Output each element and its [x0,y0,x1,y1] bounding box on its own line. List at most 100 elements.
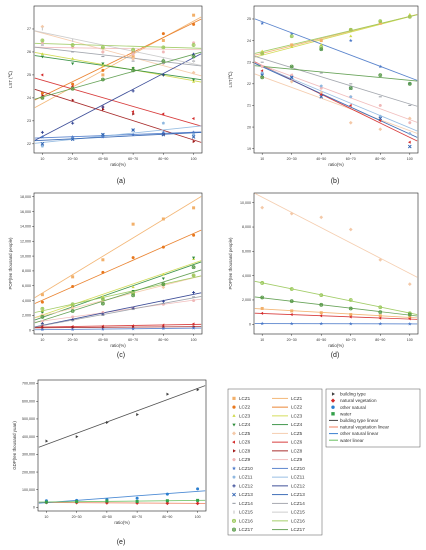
data-point-lcz15 [162,57,164,61]
data-point-lcz11 [192,132,196,136]
legend-label: LCZ13 [239,492,253,497]
data-point-lcz10 [378,321,383,326]
data-point-lcz1 [192,206,196,210]
legend-line-label: LCZ14 [291,501,305,506]
y-tick-label: 25 [247,17,251,21]
y-tick-label: 25 [27,73,31,77]
legend-label: building type [340,392,366,397]
chart-panel-b: 19 20 21 22 23 24 25 10 20~30 40~50 60~70 80~90 100 r… [228,5,419,185]
legend-label: LCZ1 [239,396,251,401]
legend-marker-lcz10 [232,466,236,471]
panel-caption: (c) [117,352,125,359]
fit-line-lcz9 [34,298,202,323]
data-point-lcz16 [319,293,324,298]
fit-line-lcz12 [34,53,202,141]
y-tick-label: 20 [247,125,251,129]
data-point-lcz9 [131,52,135,56]
data-point-lcz16 [289,287,294,291]
legend-label: LCZ6 [239,440,251,445]
fit-line-lcz16 [34,42,202,49]
data-point-natural-vegetation [165,501,170,506]
x-tick-label: 40~50 [102,515,112,519]
legend-marker-lcz5 [232,431,236,436]
data-point-lcz13 [407,144,412,149]
data-point-lcz10 [191,326,196,330]
data-point-lcz13 [70,137,75,142]
data-point-lcz6 [40,73,44,77]
data-point-lcz2 [71,285,75,289]
data-point-lcz10 [40,327,45,332]
data-point-lcz14 [71,51,75,53]
data-point-lcz3 [260,49,264,53]
legend-label: LCZ2 [239,405,251,410]
fit-line-lcz4 [34,261,202,321]
legend-marker-natural-vegetation [330,398,336,403]
fit-line-lcz2 [34,18,202,101]
x-tick-label: 100 [191,338,197,342]
data-point-natural-vegetation [195,501,200,506]
x-axis-label: ratio(%) [328,343,344,348]
legend-line-label: LCZ5 [291,431,303,436]
data-point-building-type [196,388,200,392]
data-point-lcz6 [319,314,323,318]
data-point-lcz17 [407,81,412,86]
data-point-lcz15 [72,38,74,42]
x-tick-label: 100 [407,338,413,342]
data-point-lcz13 [289,75,294,80]
y-axis-label: LST(℃) [228,71,233,87]
legend-label: LCZ10 [239,466,253,471]
fit-line-lcz6 [34,323,202,328]
data-point-lcz13 [319,94,324,99]
data-point-water [105,499,109,503]
data-point-lcz9 [319,86,323,90]
data-point-lcz17 [40,315,45,319]
fit-line-lcz16 [254,14,418,54]
data-point-lcz11 [408,131,412,135]
legend-marker-lcz13 [232,492,236,497]
data-point-other-natural [196,487,200,491]
data-point-lcz10 [131,132,135,137]
legend-marker-lcz3 [232,413,236,417]
x-tick-label: 60~70 [132,515,142,519]
fit-line-lcz11 [34,125,202,144]
data-point-lcz14 [192,296,196,298]
y-axis-label: LST (℃) [8,70,13,88]
y-tick-label: 4,000 [22,299,31,303]
data-point-lcz1 [408,315,412,319]
data-point-lcz4 [192,256,196,260]
data-point-lcz1 [101,73,105,77]
fit-line-lcz17 [34,51,202,100]
x-tick-label: 80~90 [375,338,385,342]
data-point-lcz1 [71,275,75,279]
x-axis-label: ratio(%) [328,162,344,167]
data-point-lcz5 [260,205,265,210]
data-point-lcz5 [161,285,166,290]
data-point-lcz17 [191,265,196,270]
data-point-lcz13 [40,141,45,146]
data-point-lcz1 [290,43,294,47]
data-point-lcz10 [348,321,353,326]
data-point-lcz1 [319,311,323,315]
data-point-lcz9 [408,121,412,125]
data-point-lcz10 [161,326,166,331]
data-point-lcz5 [348,227,353,232]
data-point-lcz6 [260,311,264,315]
data-point-lcz14 [161,62,165,64]
fit-line-lcz1 [254,308,418,319]
y-tick-label: 0 [29,328,31,332]
data-point-lcz3 [101,295,105,298]
data-point-lcz16 [40,38,45,43]
data-point-lcz17 [378,73,383,78]
data-point-lcz2 [40,300,44,304]
data-point-lcz11 [260,71,264,75]
fit-lines [38,385,206,504]
data-point-lcz1 [101,258,105,262]
legend-marker-lcz11 [232,475,236,479]
x-tick-label: 20~30 [72,515,82,519]
legend-marker-lcz14 [232,502,236,504]
data-point-lcz14 [131,308,135,311]
legend-label: LCZ11 [239,475,253,480]
y-tick-label: 16,000 [20,210,31,214]
data-point-lcz13 [191,135,196,139]
